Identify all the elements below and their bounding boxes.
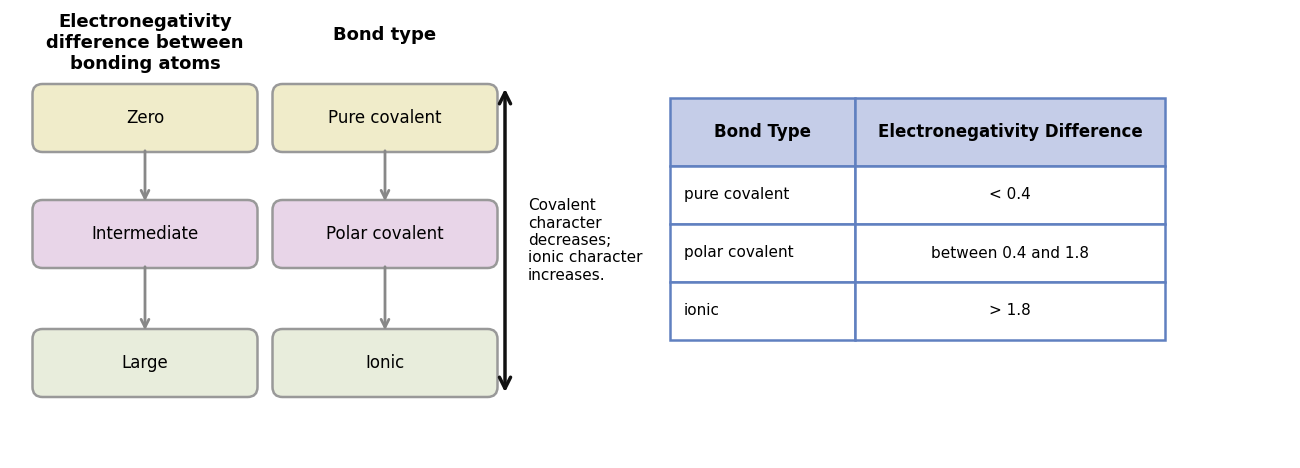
Text: Large: Large xyxy=(122,354,169,372)
FancyBboxPatch shape xyxy=(273,329,498,397)
Text: Bond type: Bond type xyxy=(333,26,437,44)
FancyBboxPatch shape xyxy=(32,329,257,397)
FancyBboxPatch shape xyxy=(855,282,1165,340)
Text: Electronegativity
difference between
bonding atoms: Electronegativity difference between bon… xyxy=(47,13,244,73)
FancyBboxPatch shape xyxy=(670,282,855,340)
FancyBboxPatch shape xyxy=(855,166,1165,224)
Text: polar covalent: polar covalent xyxy=(684,246,793,261)
FancyBboxPatch shape xyxy=(32,84,257,152)
Text: between 0.4 and 1.8: between 0.4 and 1.8 xyxy=(931,246,1089,261)
Text: Intermediate: Intermediate xyxy=(91,225,199,243)
Text: ionic: ionic xyxy=(684,304,720,319)
Text: > 1.8: > 1.8 xyxy=(989,304,1031,319)
FancyBboxPatch shape xyxy=(32,200,257,268)
Text: Zero: Zero xyxy=(126,109,164,127)
Text: < 0.4: < 0.4 xyxy=(989,188,1031,203)
FancyBboxPatch shape xyxy=(273,84,498,152)
Text: pure covalent: pure covalent xyxy=(684,188,789,203)
FancyBboxPatch shape xyxy=(855,98,1165,166)
Text: Bond Type: Bond Type xyxy=(714,123,811,141)
Text: Polar covalent: Polar covalent xyxy=(326,225,443,243)
FancyBboxPatch shape xyxy=(670,224,855,282)
Text: Covalent
character
decreases;
ionic character
increases.: Covalent character decreases; ionic char… xyxy=(528,198,642,283)
Text: Ionic: Ionic xyxy=(365,354,404,372)
Text: Pure covalent: Pure covalent xyxy=(328,109,442,127)
FancyBboxPatch shape xyxy=(670,166,855,224)
Text: Electronegativity Difference: Electronegativity Difference xyxy=(878,123,1143,141)
FancyBboxPatch shape xyxy=(855,224,1165,282)
FancyBboxPatch shape xyxy=(670,98,855,166)
FancyBboxPatch shape xyxy=(273,200,498,268)
